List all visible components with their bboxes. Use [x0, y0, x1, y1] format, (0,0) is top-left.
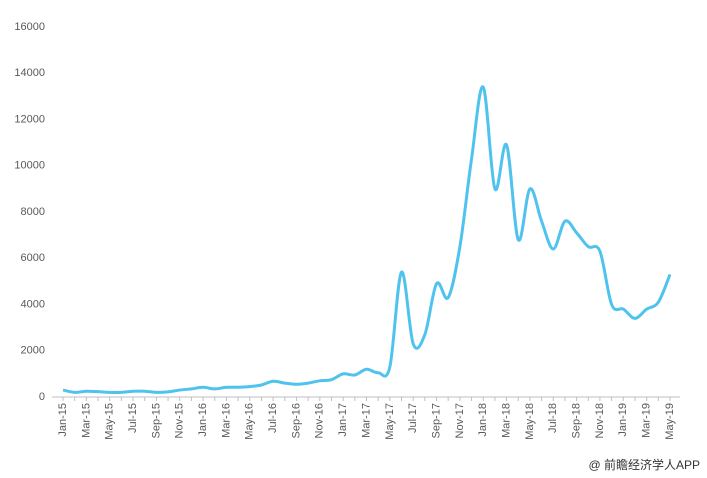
- x-tick-label: Jan-18: [477, 403, 489, 437]
- x-tick-label: Jan-15: [57, 403, 69, 437]
- x-tick-label: Sep-16: [290, 403, 302, 438]
- x-tick-label: Jan-17: [337, 403, 349, 437]
- x-tick-label: Mar-19: [641, 403, 653, 438]
- x-tick-label: Sep-15: [150, 403, 162, 438]
- x-tick-label: Nov-15: [174, 403, 186, 438]
- x-tick-label: May-17: [384, 403, 396, 440]
- y-tick-label: 12000: [14, 113, 45, 125]
- x-tick-label: May-19: [664, 403, 676, 440]
- x-tick-label: Mar-17: [360, 403, 372, 438]
- x-tick-label: Jul-18: [547, 403, 559, 433]
- x-tick-label: Sep-18: [571, 403, 583, 438]
- x-tick-label: Jul-17: [407, 403, 419, 433]
- y-tick-label: 16000: [14, 21, 45, 33]
- x-tick-label: Nov-18: [594, 403, 606, 438]
- line: [62, 85, 672, 394]
- y-tick-label: 6000: [21, 252, 45, 264]
- y-tick-label: 0: [39, 391, 45, 403]
- y-tick-label: 4000: [21, 298, 45, 310]
- x-tick-label: Sep-17: [430, 403, 442, 438]
- x-tick-label: Nov-16: [314, 403, 326, 438]
- x-tick-label: Jan-16: [197, 403, 209, 437]
- x-tick-label: Mar-18: [500, 403, 512, 438]
- source: @ 前瞻经济学人APP: [588, 457, 700, 472]
- x-tick-label: Jul-16: [267, 403, 279, 433]
- y-tick-label: 2000: [21, 345, 45, 357]
- x-tick-label: Jan-19: [617, 403, 629, 437]
- x-tick-label: Jul-15: [127, 403, 139, 433]
- y-tick-label: 14000: [14, 67, 45, 79]
- y-tick-label: 10000: [14, 160, 45, 172]
- x-tick-label: Mar-15: [80, 403, 92, 438]
- x-tick-label: May-18: [524, 403, 536, 440]
- x-tick-label: Mar-16: [220, 403, 232, 438]
- x-tick-label: May-15: [104, 403, 116, 440]
- x-tick-label: Nov-17: [454, 403, 466, 438]
- x-tick-label: May-16: [244, 403, 256, 440]
- y-tick-label: 8000: [21, 206, 45, 218]
